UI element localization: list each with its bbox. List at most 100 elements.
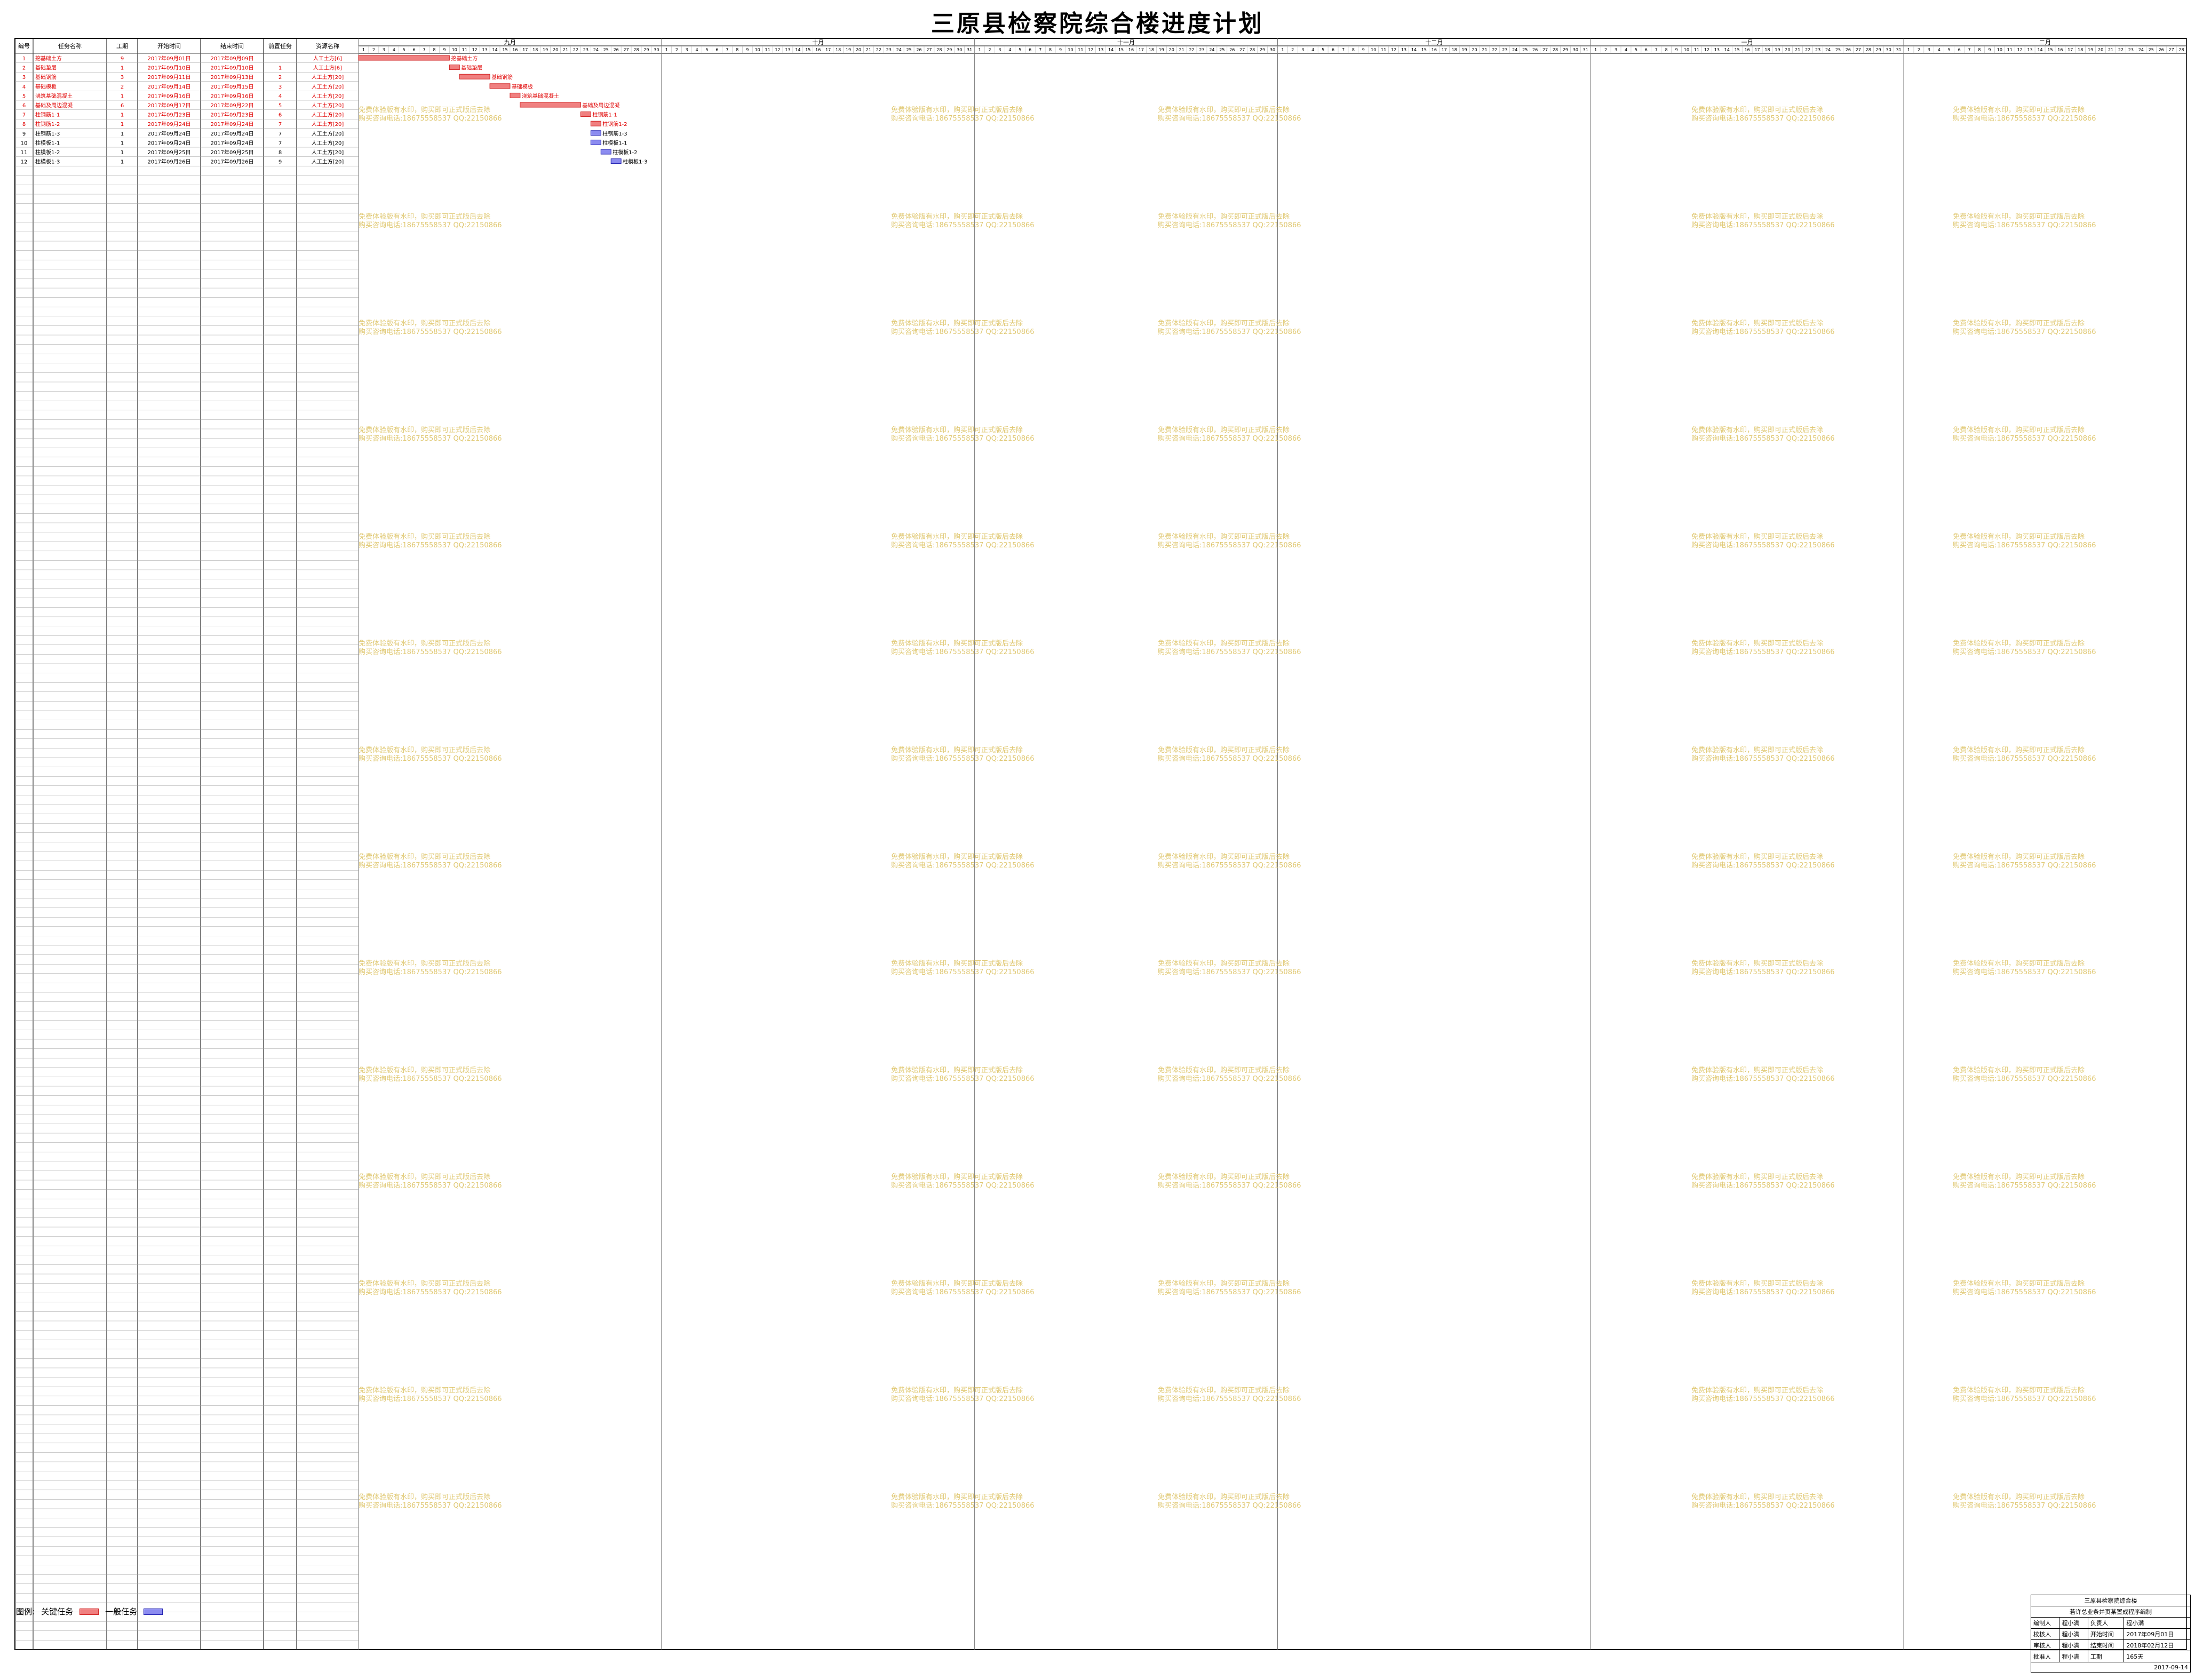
task-cell: 7	[22, 113, 26, 118]
day-label: 4	[1625, 47, 1627, 52]
month-label: 二月	[2039, 39, 2051, 46]
month-label: 九月	[504, 39, 516, 46]
task-cell: 1	[121, 122, 124, 128]
day-label: 14	[2037, 47, 2042, 52]
info-cell: 编制人	[2030, 1617, 2060, 1629]
day-label: 7	[1039, 47, 1041, 52]
task-bar-label: 基础垫层	[461, 65, 482, 71]
watermark-text: 免费体验版有水印，购买即可正式版后去除	[1953, 959, 2085, 968]
watermark-text: 免费体验版有水印，购买即可正式版后去除	[1691, 746, 1823, 754]
watermark-text: 免费体验版有水印，购买即可正式版后去除	[1158, 1173, 1290, 1181]
watermark-text: 购买咨询电话:18675558537 QQ:22150866	[1953, 1288, 2096, 1296]
day-label: 16	[815, 47, 821, 52]
task-bar	[610, 158, 622, 164]
watermark-text: 免费体验版有水印，购买即可正式版后去除	[891, 959, 1023, 968]
watermark-text: 购买咨询电话:18675558537 QQ:22150866	[891, 1181, 1035, 1190]
task-cell: 11	[21, 150, 28, 156]
task-cell: 9	[22, 131, 26, 137]
info-cell: 工期	[2087, 1651, 2125, 1662]
watermark-text: 免费体验版有水印，购买即可正式版后去除	[1953, 426, 2085, 434]
day-label: 24	[593, 47, 599, 52]
task-cell: 挖基础土方	[35, 55, 62, 62]
day-label: 28	[1553, 47, 1558, 52]
watermark-text: 购买咨询电话:18675558537 QQ:22150866	[1158, 1501, 1301, 1510]
watermark-text: 免费体验版有水印，购买即可正式版后去除	[1953, 1386, 2085, 1395]
watermark-text: 购买咨询电话:18675558537 QQ:22150866	[1158, 861, 1301, 870]
watermark-text: 购买咨询电话:18675558537 QQ:22150866	[1158, 114, 1301, 123]
watermark-text: 购买咨询电话:18675558537 QQ:22150866	[359, 221, 502, 229]
day-label: 9	[746, 47, 749, 52]
info-block: 三原县检察院综合楼 若许总业条并页某置成程序编制 编制人 程小满 负责人 程小满 校核…	[2030, 1595, 2191, 1673]
page-title: 三原县检察院综合楼进度计划	[931, 10, 1264, 37]
day-label: 30	[957, 47, 962, 52]
day-label: 26	[916, 47, 921, 52]
day-label: 16	[1128, 47, 1134, 52]
day-label: 3	[1928, 47, 1930, 52]
day-label: 10	[452, 47, 457, 52]
watermark-text: 购买咨询电话:18675558537 QQ:22150866	[1691, 541, 1835, 550]
task-cell: 1	[121, 66, 124, 71]
day-label: 26	[614, 47, 619, 52]
day-label: 10	[1371, 47, 1376, 52]
watermark-text: 购买咨询电话:18675558537 QQ:22150866	[1691, 114, 1835, 123]
watermark-text: 购买咨询电话:18675558537 QQ:22150866	[891, 1074, 1035, 1083]
day-label: 17	[1139, 47, 1144, 52]
task-cell: 2	[22, 66, 26, 71]
day-label: 1	[1281, 47, 1284, 52]
watermark-text: 免费体验版有水印，购买即可正式版后去除	[1158, 959, 1290, 968]
task-cell: 2017年09月26日	[211, 158, 254, 165]
watermark-text: 购买咨询电话:18675558537 QQ:22150866	[891, 861, 1035, 870]
day-label: 24	[896, 47, 902, 52]
watermark-text: 购买咨询电话:18675558537 QQ:22150866	[891, 221, 1035, 229]
watermark-text: 购买咨询电话:18675558537 QQ:22150866	[1691, 1501, 1835, 1510]
task-cell: 2017年09月24日	[211, 139, 254, 146]
watermark-text: 免费体验版有水印，购买即可正式版后去除	[1158, 746, 1290, 754]
task-cell: 柱模板1-1	[35, 139, 60, 146]
day-label: 20	[1169, 47, 1174, 52]
watermark-text: 免费体验版有水印，购买即可正式版后去除	[1953, 319, 2085, 328]
watermark-text: 购买咨询电话:18675558537 QQ:22150866	[1158, 1288, 1301, 1296]
day-label: 1	[1594, 47, 1597, 52]
day-label: 11	[1381, 47, 1386, 52]
task-bar-label: 基础模板	[512, 83, 533, 90]
task-cell: 2017年09月10日	[148, 65, 191, 71]
day-label: 15	[2047, 47, 2053, 52]
task-cell: 人工土方[20]	[312, 158, 344, 165]
task-cell: 1	[279, 66, 282, 71]
day-label: 5	[1948, 47, 1951, 52]
info-company: 三原县检察院综合楼	[2031, 1595, 2191, 1606]
task-cell: 2017年09月25日	[211, 149, 254, 156]
day-label: 18	[1452, 47, 1457, 52]
watermark-text: 免费体验版有水印，购买即可正式版后去除	[359, 319, 490, 328]
day-label: 9	[1059, 47, 1062, 52]
day-label: 13	[1098, 47, 1103, 52]
day-label: 11	[765, 47, 770, 52]
day-label: 19	[846, 47, 851, 52]
task-bar	[358, 55, 450, 61]
day-label: 24	[1209, 47, 1214, 52]
watermark-text: 免费体验版有水印，购买即可正式版后去除	[1158, 1493, 1290, 1501]
task-cell: 9	[279, 160, 282, 165]
day-label: 15	[502, 47, 507, 52]
day-label: 26	[1229, 47, 1235, 52]
watermark-text: 免费体验版有水印，购买即可正式版后去除	[359, 106, 490, 114]
day-label: 1	[979, 47, 981, 52]
watermark-text: 购买咨询电话:18675558537 QQ:22150866	[1691, 434, 1835, 443]
task-cell: 人工土方[20]	[312, 112, 344, 118]
day-label: 6	[1645, 47, 1648, 52]
day-label: 29	[1260, 47, 1265, 52]
day-label: 12	[1391, 47, 1396, 52]
column-header: 结束时间	[220, 43, 244, 50]
info-cell: 程小满	[2059, 1639, 2088, 1651]
day-label: 25	[1835, 47, 1841, 52]
info-cell: 批准人	[2030, 1651, 2060, 1662]
watermark-text: 免费体验版有水印，购买即可正式版后去除	[891, 1066, 1023, 1074]
task-bar	[590, 130, 601, 136]
task-cell: 5	[22, 93, 26, 99]
legend: 图例: 关键任务 一般任务	[16, 1606, 163, 1617]
watermark-text: 购买咨询电话:18675558537 QQ:22150866	[891, 754, 1035, 763]
watermark-text: 免费体验版有水印，购买即可正式版后去除	[1158, 426, 1290, 434]
watermark-text: 购买咨询电话:18675558537 QQ:22150866	[359, 541, 502, 550]
day-label: 18	[1149, 47, 1154, 52]
task-bar-label: 柱模板1-2	[613, 149, 637, 156]
